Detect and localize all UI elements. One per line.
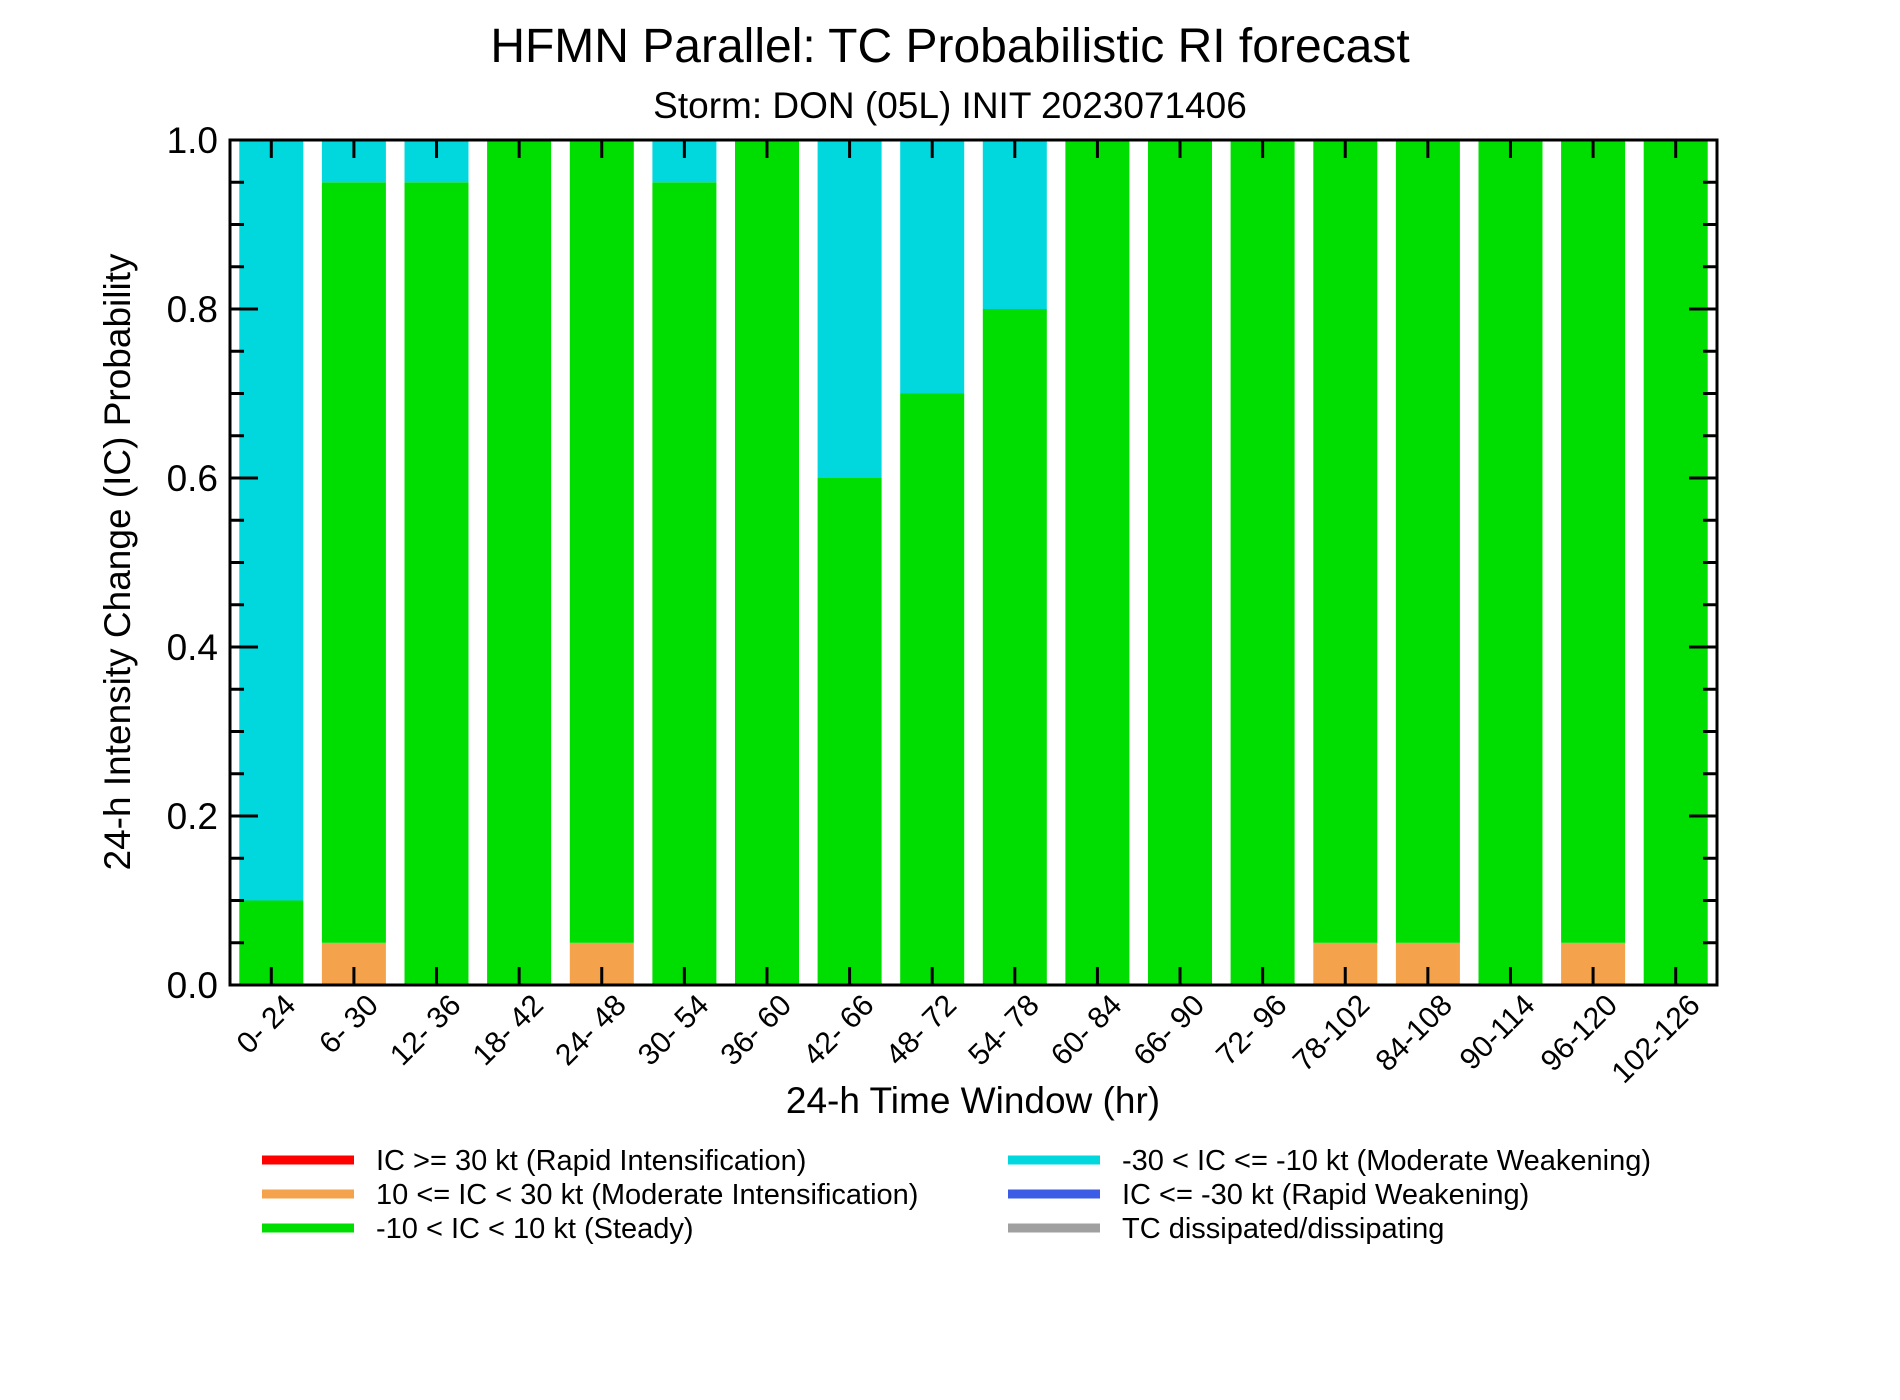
bar-segment-12-series-2	[1230, 140, 1295, 985]
bar-segment-11-series-2	[1148, 140, 1212, 985]
legend-label: TC dissipated/dissipating	[1122, 1213, 1444, 1245]
x-tick-label: 6- 30	[313, 989, 385, 1061]
x-tick-label: 102-126	[1605, 989, 1706, 1090]
chart-title: HFMN Parallel: TC Probabilistic RI forec…	[490, 20, 1409, 73]
legend: IC >= 30 kt (Rapid Intensification)10 <=…	[262, 1145, 1651, 1245]
y-tick-label: 0.2	[167, 796, 218, 837]
x-axis-label: 24-h Time Window (hr)	[786, 1080, 1160, 1121]
bar-segment-15-series-2	[1478, 140, 1543, 985]
x-tick-label: 18- 42	[467, 989, 550, 1072]
bar-segment-1-series-2	[321, 182, 386, 943]
legend-label: IC <= -30 kt (Rapid Weakening)	[1122, 1179, 1529, 1211]
x-tick-label: 60- 84	[1045, 989, 1128, 1072]
x-tick-label: 78-102	[1287, 989, 1376, 1078]
bar-segment-0-series-3	[239, 140, 304, 901]
x-tick-label: 84-108	[1369, 989, 1458, 1078]
axis-ticks	[230, 138, 1717, 987]
bar-segment-13-series-2	[1313, 140, 1378, 943]
x-tick-label: 0- 24	[231, 989, 303, 1061]
bar-segment-17-series-2	[1643, 140, 1708, 985]
x-tick-label: 12- 36	[384, 989, 467, 1072]
bar-segment-3-series-2	[487, 140, 552, 985]
bar-segment-10-series-2	[1065, 140, 1130, 985]
bar-segment-6-series-2	[735, 140, 799, 985]
y-tick-label: 0.0	[167, 965, 218, 1006]
y-tick-label: 1.0	[167, 120, 218, 161]
bar-segment-5-series-2	[652, 182, 717, 986]
y-tick-labels: 0.0 0.2 0.4 0.6 0.8 1.0	[167, 120, 218, 1006]
x-tick-label: 72- 96	[1210, 989, 1293, 1072]
x-tick-label: 48- 72	[880, 989, 963, 1072]
x-tick-label: 36- 60	[714, 989, 797, 1072]
bar-segment-9-series-3	[982, 140, 1047, 309]
bars-group	[239, 140, 1708, 986]
bar-segment-7-series-2	[817, 478, 882, 985]
bar-segment-4-series-2	[569, 140, 634, 943]
x-tick-labels: 0- 24 6- 30 12- 36 18- 42 24- 48 30- 54 36- 60…	[231, 989, 1707, 1090]
legend-label: 10 <= IC < 30 kt (Moderate Intensificati…	[376, 1179, 918, 1211]
legend-label: IC >= 30 kt (Rapid Intensification)	[376, 1145, 806, 1177]
x-tick-label: 66- 90	[1127, 989, 1210, 1072]
y-tick-label: 0.8	[167, 289, 218, 330]
y-axis-label: 24-h Intensity Change (IC) Probability	[97, 253, 138, 870]
x-tick-label: 42- 66	[797, 989, 880, 1072]
x-tick-label: 30- 54	[632, 989, 715, 1072]
x-tick-label: 24- 48	[549, 989, 632, 1072]
x-tick-label: 54- 78	[962, 989, 1045, 1072]
y-tick-label: 0.6	[167, 458, 218, 499]
bar-segment-8-series-2	[900, 393, 965, 985]
bar-segment-16-series-2	[1561, 140, 1626, 943]
x-tick-label: 90-114	[1454, 989, 1542, 1077]
legend-label: -10 < IC < 10 kt (Steady)	[376, 1213, 694, 1245]
bar-segment-7-series-3	[817, 140, 882, 478]
chart-subtitle: Storm: DON (05L) INIT 2023071406	[653, 85, 1247, 126]
y-tick-label: 0.4	[167, 627, 218, 668]
bar-segment-14-series-2	[1395, 140, 1460, 943]
bar-segment-8-series-3	[900, 140, 965, 394]
bar-segment-2-series-2	[404, 182, 469, 986]
legend-label: -30 < IC <= -10 kt (Moderate Weakening)	[1122, 1145, 1651, 1177]
bar-segment-9-series-2	[982, 309, 1047, 985]
